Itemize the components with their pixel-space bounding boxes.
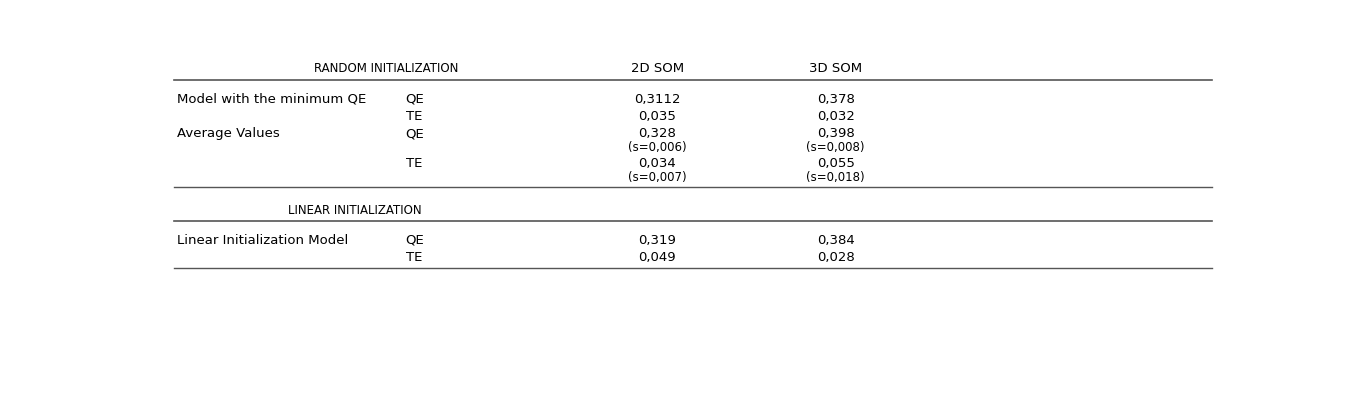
Text: Model with the minimum QE: Model with the minimum QE [177, 93, 367, 106]
Text: Linear Initialization Model: Linear Initialization Model [177, 234, 348, 247]
Text: 0,398: 0,398 [817, 127, 855, 140]
Text: 0,035: 0,035 [639, 110, 676, 123]
Text: RANDOM INITIALIZATION: RANDOM INITIALIZATION [314, 62, 459, 75]
Text: (s=0,006): (s=0,006) [628, 141, 687, 154]
Text: 3D SOM: 3D SOM [809, 62, 862, 75]
Text: 0,028: 0,028 [817, 251, 855, 264]
Text: QE: QE [406, 127, 425, 140]
Text: QE: QE [406, 234, 425, 247]
Text: LINEAR INITIALIZATION: LINEAR INITIALIZATION [288, 205, 422, 218]
Text: 0,034: 0,034 [639, 157, 676, 170]
Text: 0,3112: 0,3112 [635, 93, 681, 106]
Text: 0,319: 0,319 [639, 234, 676, 247]
Text: (s=0,008): (s=0,008) [806, 141, 865, 154]
Text: TE: TE [406, 251, 422, 264]
Text: Average Values: Average Values [177, 127, 280, 140]
Text: (s=0,007): (s=0,007) [628, 171, 687, 184]
Text: 0,032: 0,032 [817, 110, 855, 123]
Text: QE: QE [406, 93, 425, 106]
Text: 2D SOM: 2D SOM [630, 62, 683, 75]
Text: 0,049: 0,049 [639, 251, 676, 264]
Text: 0,055: 0,055 [817, 157, 855, 170]
Text: 0,378: 0,378 [817, 93, 855, 106]
Text: TE: TE [406, 157, 422, 170]
Text: 0,384: 0,384 [817, 234, 855, 247]
Text: 0,328: 0,328 [639, 127, 676, 140]
Text: TE: TE [406, 110, 422, 123]
Text: (s=0,018): (s=0,018) [806, 171, 865, 184]
